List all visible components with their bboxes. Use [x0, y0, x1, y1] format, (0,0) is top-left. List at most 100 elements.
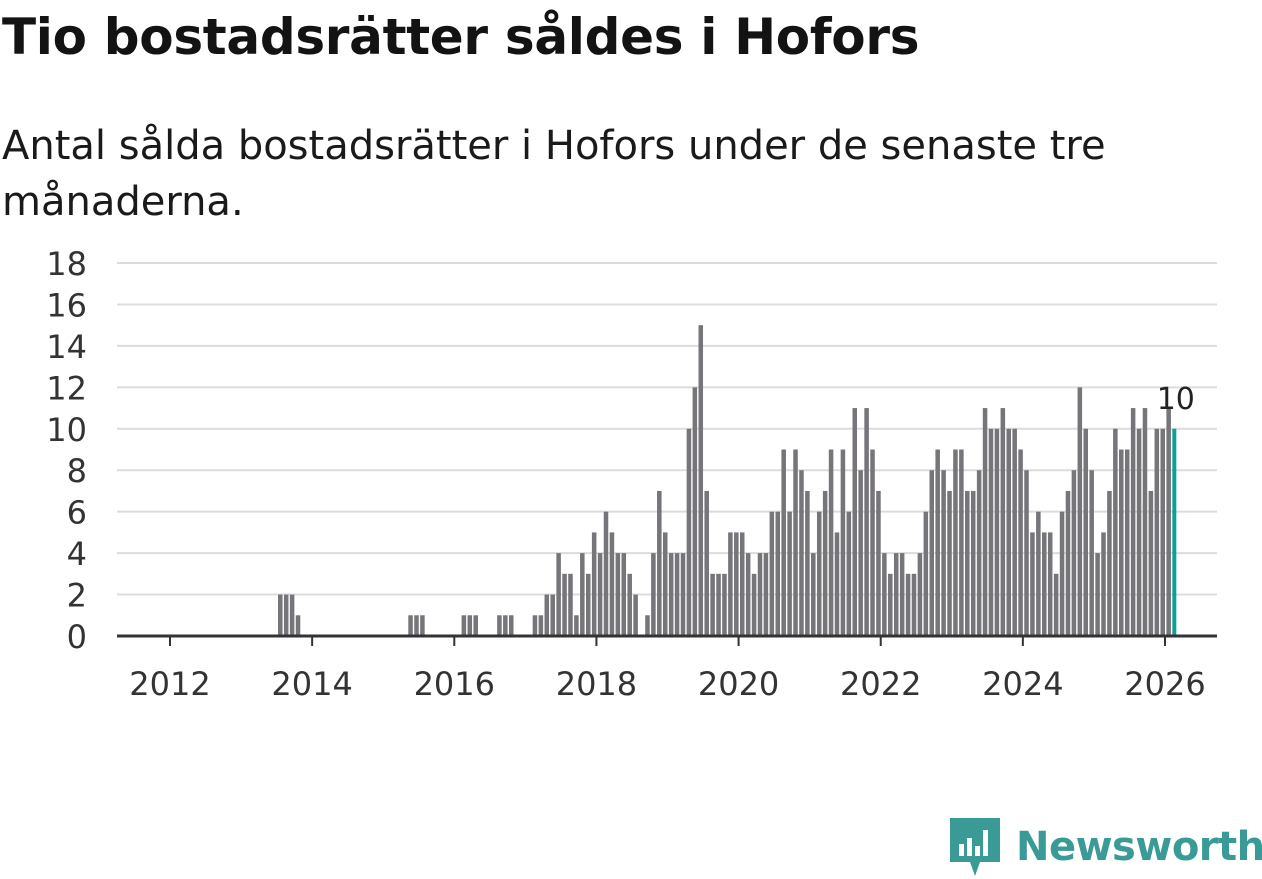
bar — [1119, 449, 1124, 636]
bar — [876, 490, 881, 636]
bar — [1000, 408, 1006, 636]
bar — [1006, 428, 1012, 636]
bar — [473, 615, 478, 636]
bar — [497, 615, 502, 636]
bar — [739, 532, 745, 636]
bar — [1130, 408, 1136, 636]
bar — [657, 490, 662, 636]
bar — [751, 573, 757, 636]
bar — [965, 490, 970, 636]
bar — [734, 532, 739, 636]
bar — [1154, 428, 1160, 636]
y-tick-label: 6 — [67, 494, 87, 532]
bar — [1042, 532, 1047, 636]
bar — [668, 553, 674, 636]
bar — [1148, 490, 1154, 636]
bar — [544, 594, 550, 636]
bar — [722, 573, 727, 636]
bar — [811, 553, 816, 636]
y-tick-label: 10 — [46, 411, 87, 449]
bar — [1089, 470, 1094, 636]
bar — [686, 428, 692, 636]
bar — [935, 449, 940, 636]
bar — [888, 573, 893, 636]
bar — [970, 490, 976, 636]
bar — [834, 532, 840, 636]
bar — [1142, 408, 1148, 636]
bar — [651, 553, 656, 636]
y-tick-label: 2 — [67, 577, 87, 615]
bar — [1018, 449, 1023, 636]
bar — [556, 553, 561, 636]
bar — [680, 553, 686, 636]
bar — [988, 428, 994, 636]
x-tick-label: 2016 — [414, 665, 495, 703]
y-tick-label: 8 — [67, 452, 87, 490]
bar — [414, 615, 419, 636]
bar — [674, 553, 680, 636]
bar — [852, 408, 858, 636]
bar — [982, 408, 988, 636]
chart-subtitle: Antal sålda bostadsrätter i Hofors under… — [2, 123, 1106, 225]
bar — [621, 553, 627, 636]
bar — [698, 325, 704, 636]
last-value-label: 10 — [1157, 382, 1195, 417]
bar — [840, 449, 846, 636]
newsworthy-logo-icon — [950, 818, 1000, 876]
y-tick-label: 14 — [46, 328, 87, 366]
bar — [1065, 490, 1071, 636]
bar — [899, 553, 905, 636]
bar — [562, 573, 567, 636]
x-tick-label: 2018 — [556, 665, 637, 703]
bar — [574, 615, 579, 636]
bar — [503, 615, 508, 636]
bar — [793, 449, 798, 636]
bar — [408, 615, 413, 636]
bar — [976, 470, 982, 636]
bar — [1166, 408, 1171, 636]
bar — [662, 532, 668, 636]
x-tick-label: 2012 — [129, 665, 210, 703]
x-tick-label: 2020 — [698, 665, 779, 703]
brand-name: Newsworthy — [1016, 824, 1262, 870]
bar — [917, 553, 923, 636]
chart-title: Tio bostadsrätter såldes i Hofors — [2, 8, 920, 66]
bar — [1047, 532, 1053, 636]
bar — [870, 449, 875, 636]
bar — [1136, 428, 1142, 636]
bar — [799, 470, 804, 636]
bar — [1095, 553, 1100, 636]
bar — [1036, 511, 1041, 636]
bar — [692, 387, 698, 636]
bar — [627, 573, 632, 636]
bar — [864, 408, 869, 636]
bar — [905, 573, 911, 636]
bar — [704, 490, 709, 636]
bar — [615, 553, 621, 636]
bar — [420, 615, 425, 636]
bar — [461, 615, 467, 636]
bars — [278, 325, 1177, 636]
bar — [929, 470, 935, 636]
bar — [1160, 428, 1165, 636]
bar — [1113, 428, 1118, 636]
bar — [953, 449, 958, 636]
bar — [508, 615, 514, 636]
bar — [585, 573, 591, 636]
bar — [609, 532, 615, 636]
bar — [1059, 511, 1065, 636]
bar — [289, 594, 295, 636]
bar — [941, 470, 946, 636]
bar — [787, 511, 792, 636]
newsworthy-logo: Newsworthy — [950, 818, 1262, 876]
bar — [597, 553, 603, 636]
bar — [822, 490, 828, 636]
x-tick-label: 2022 — [840, 665, 921, 703]
bar — [923, 511, 929, 636]
bar — [1101, 532, 1106, 636]
bar — [816, 511, 822, 636]
bar — [467, 615, 473, 636]
bar — [1083, 428, 1088, 636]
